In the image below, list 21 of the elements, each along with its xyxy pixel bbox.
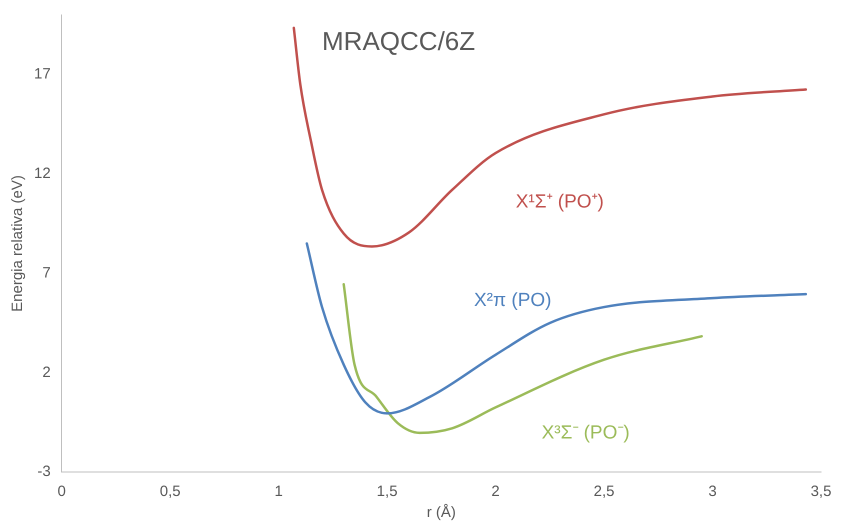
- x-axis-title: r (Å): [426, 503, 456, 522]
- series-label: X²π (PO): [474, 290, 552, 311]
- x-tick-label: 1: [274, 483, 283, 500]
- x-tick-label: 3,5: [810, 483, 832, 500]
- text: MRAQCC/6Z: [322, 26, 476, 56]
- x-tick-label: 0,5: [160, 483, 181, 500]
- series-label: X³Σ⁻ (PO⁻): [542, 422, 630, 444]
- y-axis-title: Energia relativa (eV): [9, 175, 26, 312]
- line-series: [306, 242, 808, 415]
- x-tick-label: 1,5: [376, 483, 398, 500]
- y-tick-label: 7: [42, 264, 51, 282]
- y-tick-label: -3: [37, 463, 51, 480]
- x-tick-label: 0: [58, 483, 66, 500]
- y-tick-label: 12: [34, 165, 51, 182]
- y-tick-label: 2: [42, 364, 51, 381]
- x-tick-label: 2: [491, 483, 500, 500]
- text: X¹Σ⁺ (PO⁺): [516, 192, 604, 213]
- y-tick-label: 17: [34, 66, 51, 83]
- x-tick-label: 3: [708, 483, 717, 500]
- line-series: [292, 26, 808, 248]
- x-tick-label: 2,5: [594, 483, 614, 500]
